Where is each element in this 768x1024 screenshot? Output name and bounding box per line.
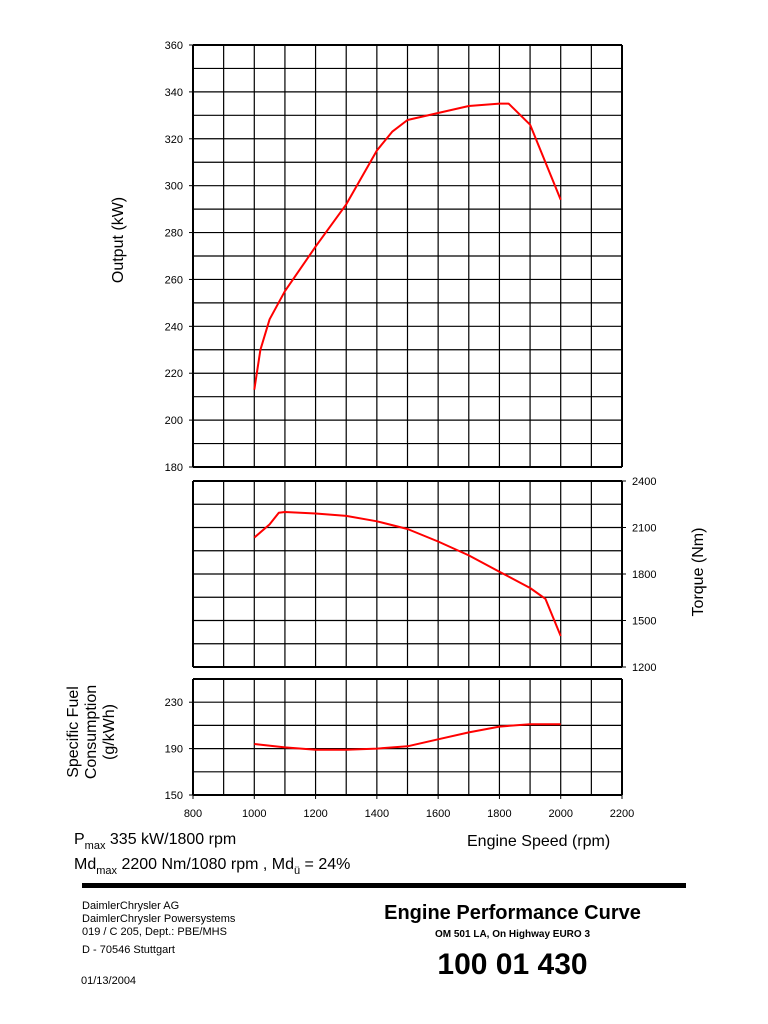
mdu-value: = 24% bbox=[300, 856, 351, 873]
divider bbox=[82, 883, 686, 888]
pmax-symbol: P bbox=[74, 831, 85, 848]
y-tick-label: 240 bbox=[165, 321, 183, 333]
company-line-2: DaimlerChrysler Powersystems bbox=[82, 913, 236, 925]
mdmax-subscript: max bbox=[96, 865, 118, 877]
y-tick-label: 1500 bbox=[632, 616, 656, 628]
pmax-note: Pmax 335 kW/1800 rpm bbox=[74, 831, 237, 852]
x-tick-label: 2000 bbox=[548, 808, 572, 820]
y-tick-label: 220 bbox=[165, 368, 183, 380]
y-axis-label-fuel: Specific Fuel bbox=[65, 686, 82, 778]
y-tick-label: 230 bbox=[165, 697, 183, 709]
y-axis-label-fuel: Consumption bbox=[83, 685, 100, 779]
document-date: 01/13/2004 bbox=[81, 975, 137, 987]
y-tick-label: 180 bbox=[165, 462, 183, 474]
company-line-3: 019 / C 205, Dept.: PBE/MHS bbox=[82, 926, 227, 938]
company-line-1: DaimlerChrysler AG bbox=[82, 900, 180, 912]
y-tick-label: 340 bbox=[165, 87, 183, 99]
y-axis-label-torque: Torque (Nm) bbox=[690, 528, 707, 617]
series-line bbox=[253, 511, 562, 637]
y-axis-label-output: Output (kW) bbox=[110, 197, 127, 283]
y-tick-label: 1800 bbox=[632, 569, 656, 581]
mdmax-symbol: Md bbox=[74, 856, 97, 873]
y-tick-label: 260 bbox=[165, 274, 183, 286]
series-line bbox=[253, 102, 562, 390]
pmax-value: 335 kW/1800 rpm bbox=[105, 831, 237, 848]
series-line bbox=[254, 723, 561, 751]
y-axis-label-fuel: (g/kWh) bbox=[101, 704, 118, 760]
x-tick-label: 1600 bbox=[426, 808, 450, 820]
x-tick-label: 1200 bbox=[303, 808, 327, 820]
y-tick-label: 320 bbox=[165, 134, 183, 146]
mdu-subscript: ü bbox=[293, 865, 301, 877]
y-tick-label: 2400 bbox=[632, 476, 656, 488]
y-tick-label: 1200 bbox=[632, 662, 656, 674]
x-tick-label: 800 bbox=[184, 808, 202, 820]
y-tick-label: 200 bbox=[165, 415, 183, 427]
y-tick-label: 190 bbox=[165, 744, 183, 756]
x-tick-label: 1800 bbox=[487, 808, 511, 820]
document-number: 100 01 430 bbox=[437, 948, 588, 981]
x-axis-label: Engine Speed (rpm) bbox=[467, 833, 611, 850]
document-title: Engine Performance Curve bbox=[384, 902, 641, 924]
y-tick-label: 2100 bbox=[632, 523, 656, 535]
document-subtitle: OM 501 LA, On Highway EURO 3 bbox=[434, 929, 591, 940]
y-tick-label: 280 bbox=[165, 228, 183, 240]
company-address: D - 70546 Stuttgart bbox=[82, 944, 175, 956]
y-tick-label: 300 bbox=[165, 181, 183, 193]
x-tick-label: 1000 bbox=[242, 808, 266, 820]
mdmax-value: 2200 Nm/1080 rpm , Md bbox=[117, 856, 294, 873]
mdmax-note: Mdmax 2200 Nm/1080 rpm , Mdü = 24% bbox=[74, 856, 351, 877]
x-tick-label: 2200 bbox=[610, 808, 634, 820]
pmax-subscript: max bbox=[84, 840, 106, 852]
y-tick-label: 360 bbox=[165, 40, 183, 52]
y-tick-label: 150 bbox=[165, 790, 183, 802]
x-tick-label: 1400 bbox=[365, 808, 389, 820]
